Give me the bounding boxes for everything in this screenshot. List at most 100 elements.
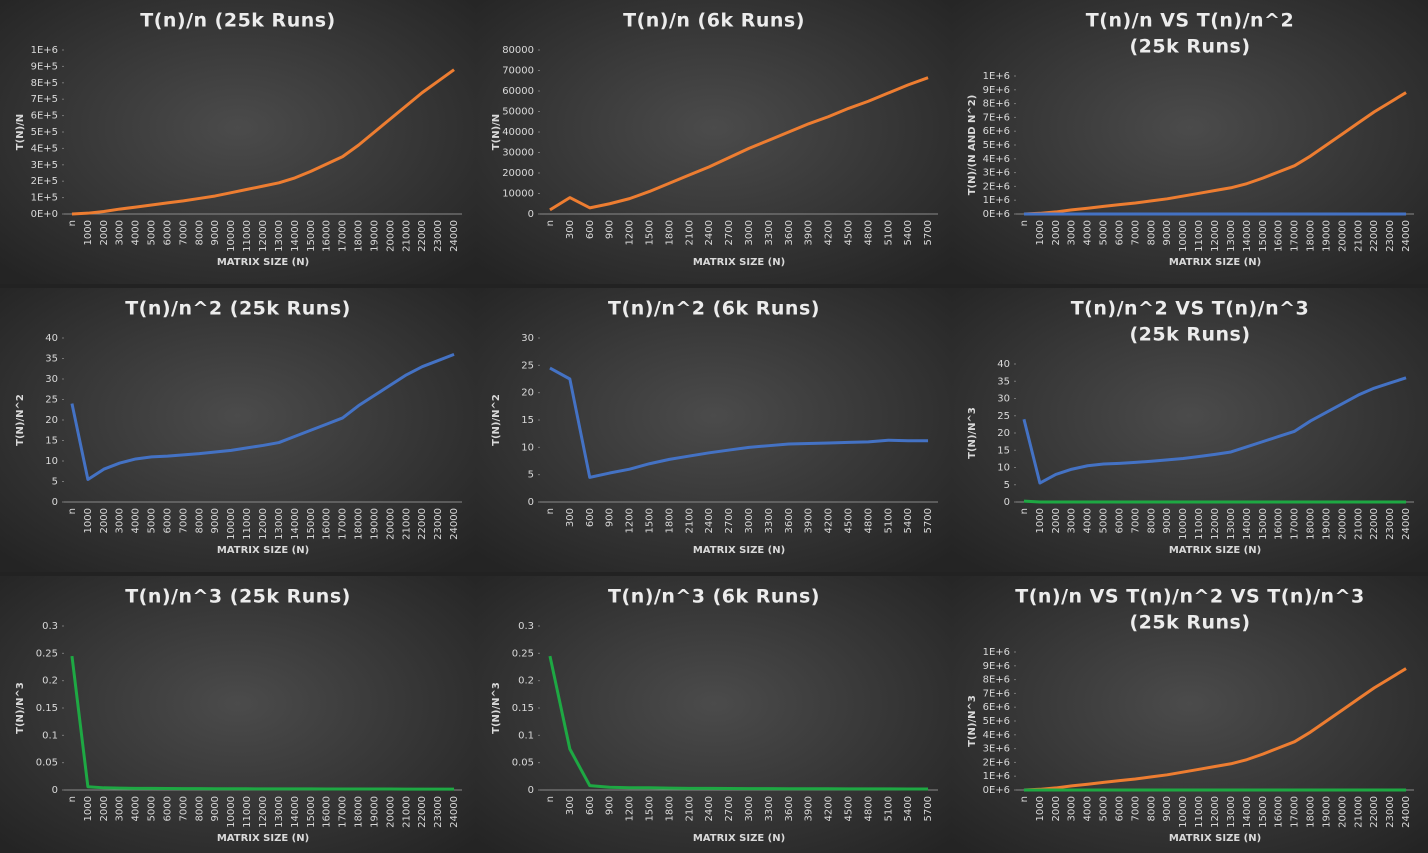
x-tick-label: 8000 [194, 220, 205, 245]
x-tick-label: 2000 [99, 220, 110, 245]
y-tick-label: 0 [528, 497, 534, 508]
x-tick-label: 10000 [1178, 508, 1189, 540]
y-tick-label: 4E+6 [983, 730, 1010, 741]
x-tick-label: n [67, 220, 78, 226]
panel-background [0, 0, 476, 284]
x-tick-label: 2400 [704, 796, 715, 821]
x-tick-label: 8000 [1146, 796, 1157, 821]
x-tick-label: 3300 [764, 508, 775, 533]
x-tick-label: 18000 [354, 796, 365, 828]
x-tick-label: 12000 [258, 508, 269, 540]
x-tick-label: 19000 [1321, 796, 1332, 828]
x-tick-label: 2000 [1051, 220, 1062, 245]
x-tick-label: 4000 [131, 796, 142, 821]
x-tick-label: 16000 [322, 796, 333, 828]
x-tick-label: 8000 [1146, 220, 1157, 245]
y-axis-title: T(N)/N^3 [967, 407, 978, 459]
panel-background [0, 288, 476, 572]
x-tick-label: 5700 [923, 796, 934, 821]
x-tick-label: 1500 [644, 220, 655, 245]
x-tick-label: 6000 [162, 220, 173, 245]
x-tick-label: 11000 [1194, 508, 1205, 540]
x-tick-label: 3000 [115, 508, 126, 533]
y-tick-label: 7E+5 [31, 94, 58, 105]
x-tick-label: n [545, 220, 556, 226]
y-tick-label: 2E+6 [983, 757, 1010, 768]
x-tick-label: 3900 [804, 220, 815, 245]
panel-background [952, 576, 1428, 853]
x-tick-label: 3000 [115, 220, 126, 245]
y-tick-label: 2E+6 [983, 181, 1010, 192]
x-axis-title: MATRIX SIZE (N) [217, 545, 309, 556]
x-tick-label: 11000 [1194, 796, 1205, 828]
x-tick-label: 1200 [625, 796, 636, 821]
x-tick-label: 4500 [843, 220, 854, 245]
panel-background [952, 0, 1428, 284]
y-tick-label: 9E+6 [983, 85, 1010, 96]
x-tick-label: 14000 [290, 796, 301, 828]
x-tick-label: 5000 [147, 796, 158, 821]
y-tick-label: 35 [45, 354, 58, 365]
y-tick-label: 0.05 [36, 758, 58, 769]
x-tick-label: 19000 [1321, 220, 1332, 252]
y-tick-label: 3E+6 [983, 744, 1010, 755]
y-tick-label: 50000 [502, 107, 534, 118]
x-tick-label: 3300 [764, 796, 775, 821]
y-tick-label: 20 [45, 415, 58, 426]
x-tick-label: 4500 [843, 508, 854, 533]
y-tick-label: 35 [997, 376, 1010, 387]
chart-title: T(n)/n^2 VS T(n)/n^3 [1071, 298, 1310, 320]
y-tick-label: 0.1 [42, 730, 58, 741]
x-tick-label: 13000 [1226, 220, 1237, 252]
x-tick-label: 3000 [115, 796, 126, 821]
x-tick-label: 13000 [1226, 796, 1237, 828]
x-tick-label: 21000 [1353, 796, 1364, 828]
y-tick-label: 40 [45, 333, 58, 344]
y-tick-label: 9E+6 [983, 661, 1010, 672]
x-tick-label: 21000 [1353, 508, 1364, 540]
x-tick-label: 4500 [843, 796, 854, 821]
x-tick-label: 3000 [744, 508, 755, 533]
x-tick-label: 23000 [1385, 796, 1396, 828]
y-tick-label: 5E+6 [983, 140, 1010, 151]
x-tick-label: 18000 [1306, 508, 1317, 540]
x-tick-label: 7000 [1130, 796, 1141, 821]
x-tick-label: 5000 [1099, 508, 1110, 533]
x-tick-label: 6000 [1114, 220, 1125, 245]
x-tick-label: 21000 [401, 508, 412, 540]
x-tick-label: 6000 [162, 508, 173, 533]
y-tick-label: 0.15 [512, 703, 534, 714]
x-tick-label: 3300 [764, 220, 775, 245]
y-tick-label: 25 [997, 411, 1010, 422]
y-tick-label: 0E+6 [983, 209, 1010, 220]
x-tick-label: 20000 [385, 508, 396, 540]
panel-background [952, 288, 1428, 572]
x-tick-label: 23000 [1385, 508, 1396, 540]
x-tick-label: 9000 [210, 796, 221, 821]
x-tick-label: 22000 [417, 508, 428, 540]
x-tick-label: 13000 [274, 796, 285, 828]
x-tick-label: 12000 [258, 796, 269, 828]
x-tick-label: 15000 [306, 796, 317, 828]
series-line [70, 353, 455, 481]
x-tick-label: 10000 [1178, 220, 1189, 252]
x-tick-label: 17000 [338, 508, 349, 540]
x-tick-label: 23000 [433, 220, 444, 252]
x-tick-label: 11000 [242, 796, 253, 828]
y-axis-title: T(N)/N^3 [15, 682, 26, 734]
y-tick-label: 8E+5 [31, 78, 58, 89]
chart-title: T(n)/n VS T(n)/n^2 VS T(n)/n^3 [1015, 586, 1364, 608]
series-line [1023, 91, 1407, 216]
x-tick-label: 7000 [178, 796, 189, 821]
y-tick-label: 20 [997, 428, 1010, 439]
x-tick-label: 23000 [433, 508, 444, 540]
x-tick-label: 24000 [1401, 508, 1412, 540]
series-line [1023, 499, 1407, 504]
x-tick-label: 13000 [1226, 508, 1237, 540]
x-tick-label: 23000 [1385, 220, 1396, 252]
x-tick-label: 3000 [1067, 796, 1078, 821]
x-tick-label: 2400 [704, 220, 715, 245]
x-tick-label: 1200 [625, 220, 636, 245]
y-axis-title: T(N)/N^3 [967, 695, 978, 747]
